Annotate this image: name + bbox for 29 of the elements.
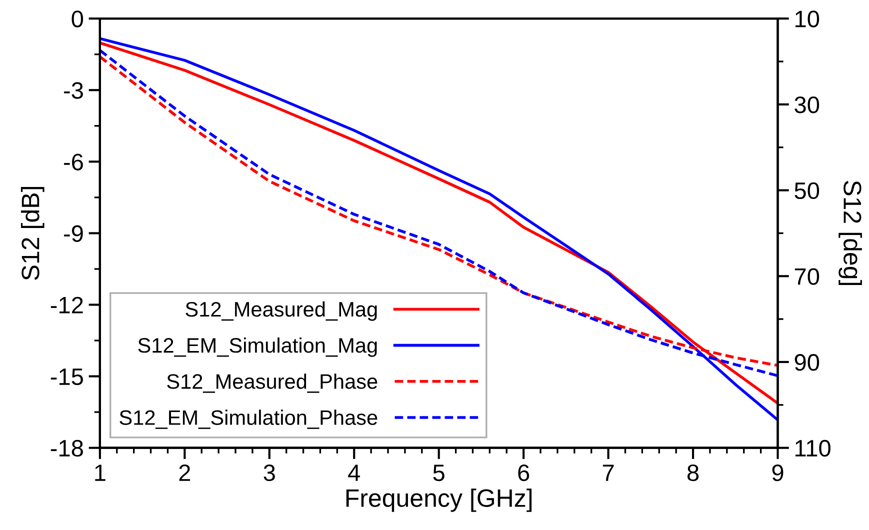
y2-tick-label: 70 [794, 268, 820, 285]
y-tick-label: -3 [64, 82, 83, 99]
y-tick-label: -12 [50, 296, 83, 314]
x-tick-label: 8 [687, 464, 699, 482]
x-tick-label: 6 [518, 464, 530, 482]
y-tick-label: 0 [72, 10, 84, 28]
y-tick-label: -6 [64, 154, 83, 170]
x-tick-label: 4 [348, 464, 360, 481]
y2-tick-label: 90 [794, 354, 820, 371]
y-tick-label: -9 [64, 225, 83, 242]
y-axis-title: S12 [dB] [20, 187, 44, 280]
legend-label: S12_Measured_Mag [186, 301, 377, 321]
x-tick-label: 1 [95, 464, 106, 481]
y-tick-label: -18 [50, 440, 83, 457]
y-tick-label: -15 [50, 368, 83, 386]
y2-tick-label: 50 [794, 182, 820, 200]
x-tick-label: 3 [264, 464, 275, 482]
x-axis-title: Frequency [GHz] [346, 488, 532, 512]
y2-tick-label: 110 [796, 440, 830, 457]
legend-label: S12_Measured_Phase [167, 374, 378, 393]
x-tick-label: 9 [772, 464, 784, 482]
legend-label: S12_EM_Simulation_Phase [120, 410, 378, 429]
x-tick-label: 5 [433, 464, 444, 482]
y2-tick-label: 10 [796, 10, 820, 28]
legend-label: S12_EM_Simulation_Mag [138, 338, 377, 357]
x-tick-label: 2 [179, 464, 190, 481]
x-tick-label: 7 [602, 464, 614, 481]
y2-axis-title: S12 [deg] [838, 180, 862, 285]
y2-tick-label: 30 [794, 96, 820, 114]
